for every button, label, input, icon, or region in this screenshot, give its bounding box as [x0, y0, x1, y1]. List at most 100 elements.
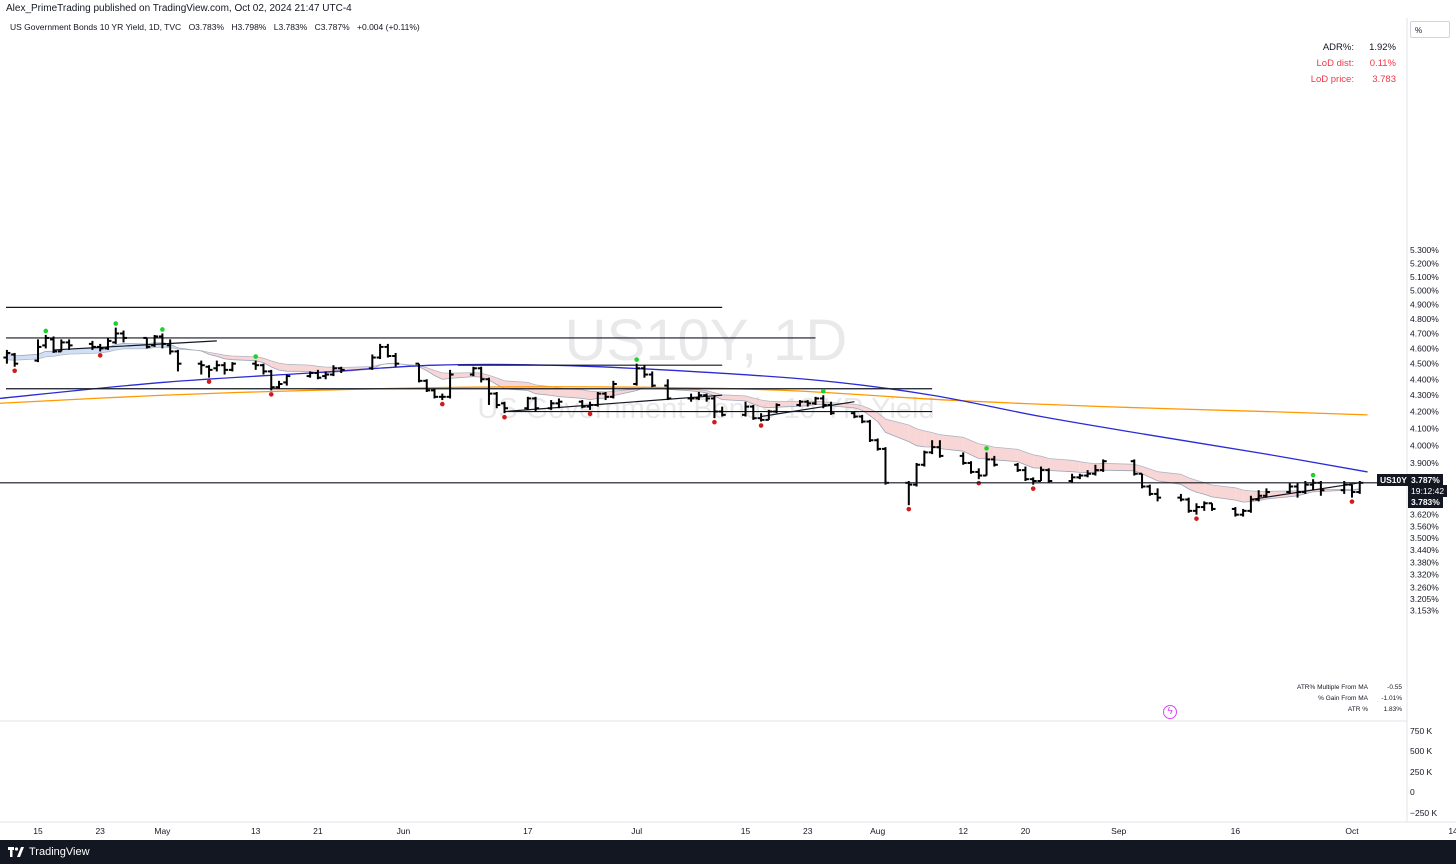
price-chart[interactable]: 5.300% 5.200% 5.100% 5.000% 4.900% 4.800% 4.70…	[0, 18, 1456, 840]
volume-tick-label: −250 K	[1410, 808, 1438, 818]
ohlc-bar	[446, 369, 454, 399]
legend-high: H3.798%	[231, 22, 267, 32]
ohlc-bar	[275, 380, 283, 389]
price-tick-label: 3.320%	[1410, 570, 1439, 580]
last-price-tag: 3.787%	[1408, 474, 1443, 486]
ohlc-bar	[757, 413, 765, 422]
time-tick-label: 13	[251, 826, 261, 836]
trendline	[760, 401, 855, 418]
ribbon-segment	[978, 443, 987, 459]
ohlc-bar	[1021, 466, 1029, 481]
ohlc-bar	[423, 379, 431, 392]
time-axis[interactable]: 15 23 May 13 21 Jun 17 Jul 15 23 Aug 12 20 Sep 16 Oct 14…	[33, 826, 1456, 836]
ohlc-bar	[687, 393, 695, 402]
ohlc-bar	[773, 403, 781, 414]
pivot-high-dot	[634, 357, 639, 362]
ribbon-segment	[582, 389, 591, 400]
ribbon-segment	[932, 432, 940, 449]
ohlc-bar	[648, 371, 656, 388]
ohlc-bar	[858, 414, 866, 424]
pivot-high-dot	[43, 328, 49, 334]
price-tick-label: 4.000%	[1410, 440, 1439, 450]
ohlc-bar	[1239, 508, 1247, 517]
ohlc-bar	[65, 339, 73, 350]
ribbon-segment	[535, 384, 552, 396]
ohlc-bar	[213, 360, 221, 372]
ribbon-segment	[496, 377, 505, 389]
ribbon-segment	[722, 394, 746, 401]
ohlc-bar	[477, 366, 485, 383]
ohlc-bar	[718, 406, 726, 417]
ma-row-gain: % Gain From MA -1.01%	[1290, 693, 1402, 704]
time-tick-label: 23	[803, 826, 813, 836]
ribbon-segment	[939, 434, 964, 452]
ohlc-bar	[197, 360, 205, 375]
ohlc-bar	[796, 400, 804, 407]
ribbon-segment	[761, 400, 769, 408]
pivot-low-dot	[12, 368, 17, 374]
ohlc-bar	[252, 360, 260, 370]
pivot-low-dot	[1030, 486, 1036, 491]
alert-bolt-icon[interactable]: ϟ	[1163, 705, 1177, 719]
ohlc-bar	[812, 396, 819, 405]
ohlc-bar	[1091, 464, 1099, 476]
ribbon-segment	[963, 437, 971, 455]
ribbon-segment	[768, 401, 777, 408]
ohlc-bar	[1294, 482, 1302, 498]
ohlc-bar	[104, 337, 112, 350]
horizontal-levels	[6, 306, 1360, 501]
pivot-low-dot	[906, 506, 912, 512]
ribbon-segment	[1033, 454, 1041, 469]
scale-mode-button[interactable]: %	[1410, 21, 1450, 38]
ma-value: -0.55	[1387, 684, 1402, 691]
lod-dist-label: LoD dist:	[1316, 58, 1355, 69]
time-tick-label: 12	[958, 826, 968, 836]
pivot-high-dot	[1310, 472, 1316, 478]
symbol-legend[interactable]: US Government Bonds 10 YR Yield, 1D, TVC…	[10, 22, 425, 32]
ma-value: -1.01%	[1381, 695, 1402, 702]
pivot-low-dot	[502, 414, 507, 420]
price-tick-label: 3.500%	[1410, 533, 1439, 543]
volume-tick-label: 250 K	[1410, 767, 1433, 777]
ribbon-segment	[1040, 456, 1049, 471]
low-price-tag: 3.783%	[1408, 496, 1443, 508]
pivot-dots	[12, 321, 1355, 521]
ma-row-atr: ATR % 1.83%	[1290, 704, 1402, 715]
price-tick-label: 3.440%	[1410, 545, 1439, 555]
lod-price-label: LoD price:	[1310, 74, 1354, 85]
ohlc-bar	[11, 352, 19, 367]
ohlc-bar	[664, 379, 672, 401]
ohlc-bar	[1138, 472, 1146, 489]
ribbon-segment	[815, 401, 824, 405]
ohlc-bar	[1076, 473, 1084, 480]
ohlc-bar	[306, 371, 314, 378]
ohlc-bar	[936, 440, 944, 458]
price-tick-label: 5.300%	[1410, 245, 1439, 255]
ribbon-segment	[597, 391, 606, 399]
pivot-high-dot	[820, 388, 826, 394]
ohlc-bar	[112, 327, 120, 344]
ohlc-bar	[1185, 497, 1193, 513]
ohlc-bar	[384, 343, 392, 358]
ohlc-bar	[1029, 477, 1037, 485]
price-tick-label: 3.560%	[1410, 521, 1439, 531]
ohlc-bar	[1068, 473, 1076, 483]
pivot-low-dot	[758, 423, 764, 428]
time-tick-label: 17	[523, 826, 533, 836]
ma-row-atr-multiple: ATR% Multiple From MA -0.55	[1290, 682, 1402, 693]
pivot-high-dot	[984, 446, 989, 451]
ohlc-bar	[314, 369, 322, 380]
ema-ribbon	[6, 342, 1360, 503]
ohlc-bar	[594, 391, 602, 407]
ribbon-segment	[1204, 482, 1213, 497]
price-axis[interactable]: 5.300% 5.200% 5.100% 5.000% 4.900% 4.800% 4.70…	[1410, 245, 1439, 818]
ribbon-segment	[1243, 489, 1251, 503]
price-tick-label: 4.500%	[1410, 359, 1439, 369]
ribbon-segment	[1157, 471, 1181, 485]
symbol-tag: US10Y	[1377, 474, 1410, 486]
legend-symbol: US Government Bonds 10 YR Yield, 1D, TVC	[10, 22, 182, 32]
lod-price-stat: LoD price: 3.783	[1290, 74, 1396, 85]
ribbon-segment	[1087, 462, 1096, 473]
ohlc-bar	[1247, 495, 1255, 513]
tradingview-logo-icon	[8, 847, 24, 858]
